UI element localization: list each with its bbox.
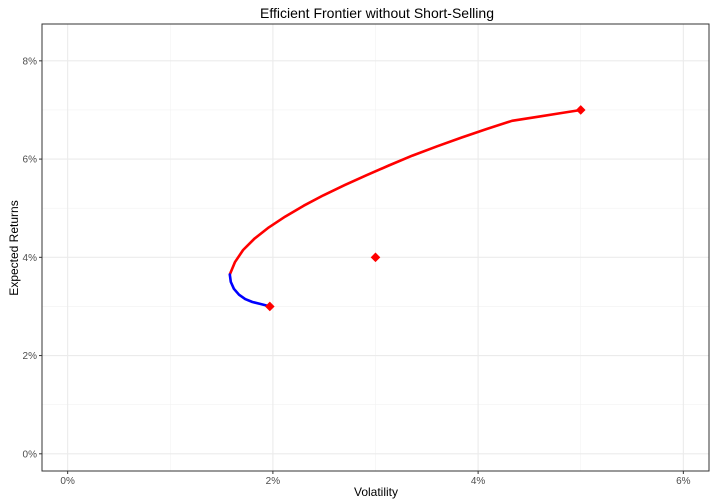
x-axis: 0% 2% 4% 6%: [60, 471, 691, 487]
x-tick-label: 0%: [60, 476, 75, 487]
x-tick-label: 6%: [676, 476, 691, 487]
inefficient-frontier-line: [228, 273, 272, 308]
y-axis: 0% 2% 4% 6% 8%: [23, 56, 42, 460]
frontier-lines: [228, 108, 583, 308]
chart-title: Efficient Frontier without Short-Selling: [260, 5, 494, 21]
y-tick-label: 0%: [23, 449, 38, 460]
asset-point: [370, 252, 381, 263]
y-tick-label: 6%: [23, 155, 38, 166]
y-axis-title: Expected Returns: [7, 200, 21, 295]
asset-points: [265, 105, 586, 312]
x-tick-label: 4%: [471, 476, 486, 487]
efficient-frontier-line: [228, 108, 583, 276]
asset-point: [575, 105, 586, 115]
asset-point: [265, 301, 275, 312]
panel-border: [41, 23, 710, 472]
x-axis-title: Volatility: [354, 485, 398, 499]
y-tick-label: 4%: [23, 253, 38, 264]
y-tick-label: 2%: [23, 351, 38, 362]
x-tick-label: 2%: [266, 476, 281, 487]
y-tick-label: 8%: [23, 56, 38, 67]
